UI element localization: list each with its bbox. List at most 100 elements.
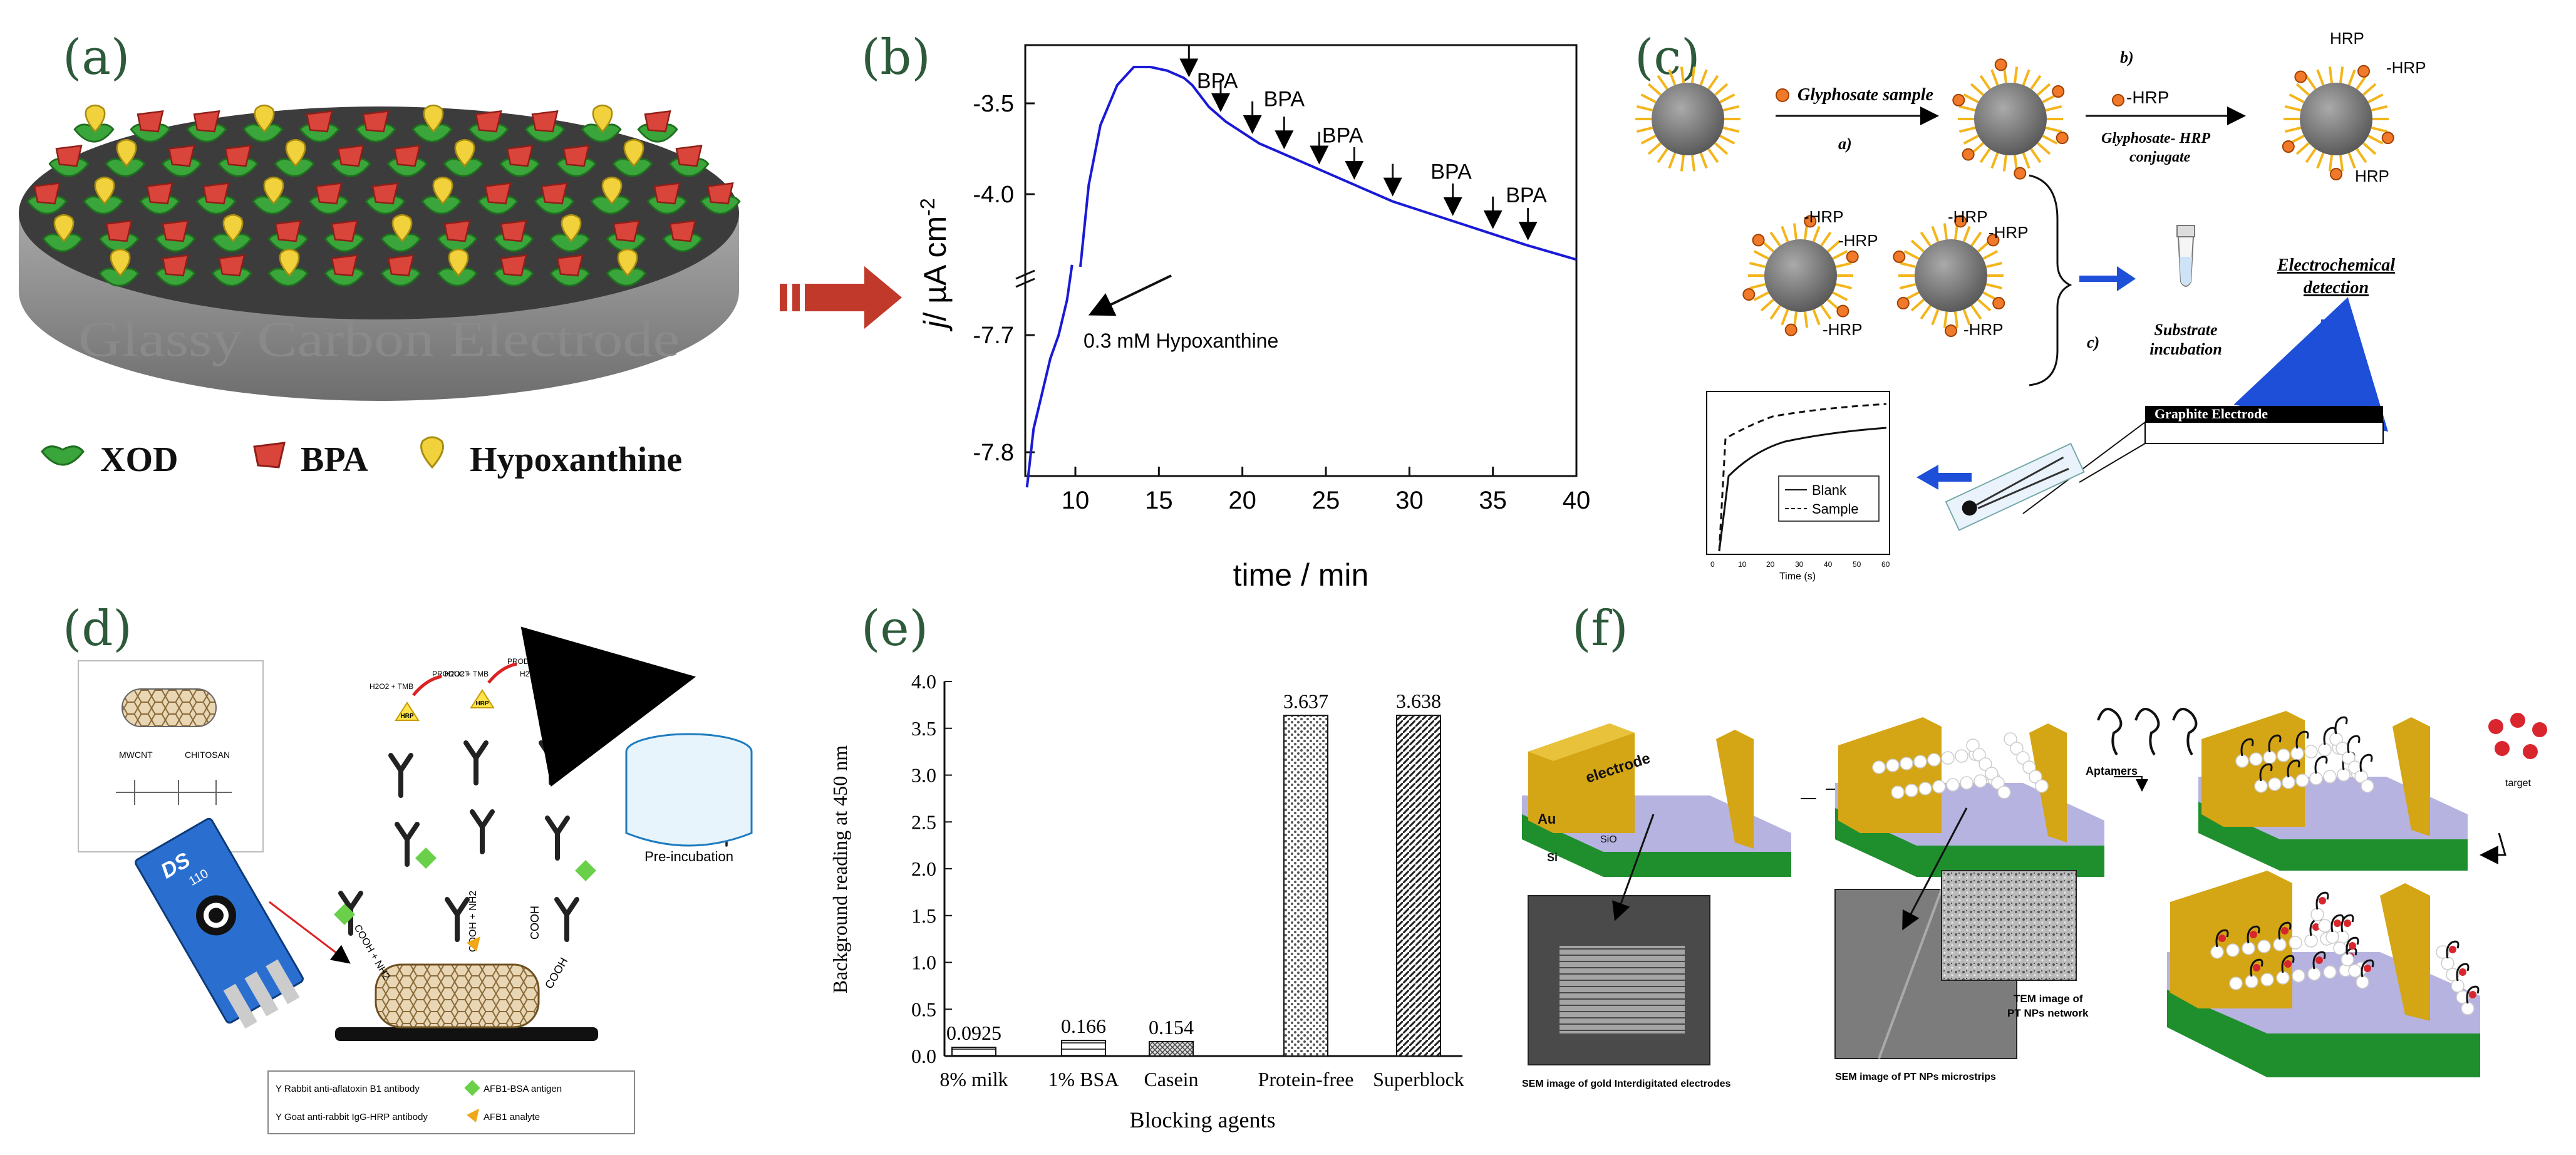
hrp-dot (1784, 323, 1798, 336)
antigen-icon (575, 860, 596, 881)
ligand (2289, 93, 2305, 103)
series-line-lower (1025, 264, 1073, 488)
target-label: target (2505, 778, 2531, 789)
panel-a: Glassy Carbon Electrode XOD BPA Hypoxant… (19, 104, 741, 479)
aptamer-strand (2359, 754, 2373, 772)
ligand (2014, 66, 2019, 83)
hrp-dot (2014, 167, 2027, 180)
gold-nanoparticle (1742, 215, 1859, 336)
analyte-icon (467, 936, 480, 951)
ligand (1943, 223, 1948, 240)
pt-nanoparticle (2304, 745, 2318, 759)
aptamer-strand (2250, 958, 2263, 977)
pt-nanoparticle (1872, 760, 1886, 774)
ligand (1820, 231, 1832, 247)
bpa-icon (224, 145, 252, 167)
pt-nanoparticle (2235, 754, 2249, 768)
bpa-icon (484, 182, 512, 205)
xtick-label: 40 (1563, 487, 1591, 514)
aptamer-strand (2347, 735, 2361, 754)
chip-2 (1835, 717, 2104, 877)
ligand (1636, 105, 1653, 112)
ligand (1910, 298, 1925, 312)
chart-e-ticks: 0.0 0.5 1.0 1.5 2.0 2.5 3.0 3.5 4.0 (911, 670, 952, 1067)
mwcnt-label: MWCNT (119, 750, 153, 760)
ligand (1707, 75, 1719, 90)
ytick-label: 3.0 (911, 764, 936, 787)
ligand (2339, 66, 2344, 83)
preincubation-cup: Pre-incubation (520, 626, 753, 864)
bpa-icon (675, 145, 703, 167)
bpa-icon (253, 442, 286, 469)
hrp-dot (1954, 215, 1967, 228)
graphite-bar (2145, 406, 2383, 422)
hrp-label: -HRP (1804, 207, 1844, 226)
chip-au-label: Au (1538, 811, 1556, 827)
ligand (1760, 298, 1774, 312)
antibody-icon (472, 812, 492, 852)
ligand (1982, 250, 1999, 260)
ligand (1781, 225, 1789, 242)
bpa-icon (393, 145, 421, 167)
hrp-dot (1742, 288, 1756, 301)
ligand (1722, 126, 1740, 133)
ligand (1691, 155, 1696, 172)
ligand (1781, 309, 1789, 326)
ytick-label: 1.0 (911, 951, 936, 974)
ytick-label: -4.0 (973, 182, 1014, 208)
inset-chart: Blank Sample 0 10 20 30 40 50 60 Time (s… (1706, 391, 1890, 582)
ligand (1714, 83, 1729, 96)
data-label: 0.166 (1061, 1015, 1106, 1037)
pt-nanoparticle (2016, 751, 2030, 765)
hrp-dot (2357, 65, 2370, 78)
xtick-label: 10 (1062, 487, 1090, 514)
tem-caption-2: PT NPs network (2007, 1007, 2089, 1019)
panel-label-e: (e) (861, 601, 928, 657)
bound-target (2319, 897, 2326, 904)
ligand (2295, 142, 2310, 155)
reaction-arrow (562, 662, 592, 684)
ligand (2037, 142, 2051, 155)
bpa-icon (541, 182, 568, 205)
chitosan-structure (116, 780, 232, 805)
ligand (2037, 83, 2051, 96)
aptamer-strand (2240, 738, 2254, 757)
bpa-icon (531, 110, 559, 133)
ligand (1769, 304, 1781, 320)
bound-target (2349, 942, 2356, 950)
pt-nanoparticle (2309, 772, 2323, 785)
chart-b-xlabel: time / min (1233, 557, 1369, 593)
antigen-icon (415, 847, 437, 869)
bar-superblock (1396, 715, 1441, 1057)
antibody-icon (447, 899, 467, 940)
pt-nanoparticle (2263, 750, 2277, 764)
hrp-label: HRP (2355, 167, 2389, 185)
legend-analyte: AFB1 analyte (484, 1112, 540, 1122)
pt-nanoparticle (2290, 747, 2304, 760)
chart-b-ylabel: j/ µA cm-2 (916, 198, 953, 331)
eppendorf-tube (2176, 225, 2195, 287)
chart-e-bars: 0.0925 8% milk 0.166 1% BSA 0.154 Casein 3.637… (939, 690, 1464, 1090)
panel-label-a: (a) (63, 29, 130, 86)
ligand (2022, 69, 2030, 86)
bpa-icon (315, 182, 343, 205)
aptamer-strand (2314, 755, 2328, 774)
ligand (2328, 155, 2333, 172)
category-label: Superblock (1373, 1068, 1464, 1090)
bpa-label: BPA (1430, 160, 1472, 184)
xod-icon (41, 445, 85, 466)
legend-xod: XOD (41, 440, 178, 479)
ligand (2362, 142, 2377, 155)
series-line-upper (1079, 66, 1577, 267)
sem-gold-pattern (1560, 946, 1685, 1033)
ligand (1812, 309, 1821, 326)
enzyme-complex (581, 104, 622, 143)
pt-nanoparticle (1932, 780, 1946, 794)
panel-f: electrode Au SiO Si Aptamers (1522, 708, 2547, 1089)
gold-nanoparticle (2282, 65, 2394, 180)
ligand (1719, 135, 1735, 145)
chitosan-label: CHITOSAN (185, 750, 230, 760)
bpa-icon (193, 110, 220, 133)
ligand (1820, 304, 1832, 320)
ligand (1636, 126, 1653, 133)
